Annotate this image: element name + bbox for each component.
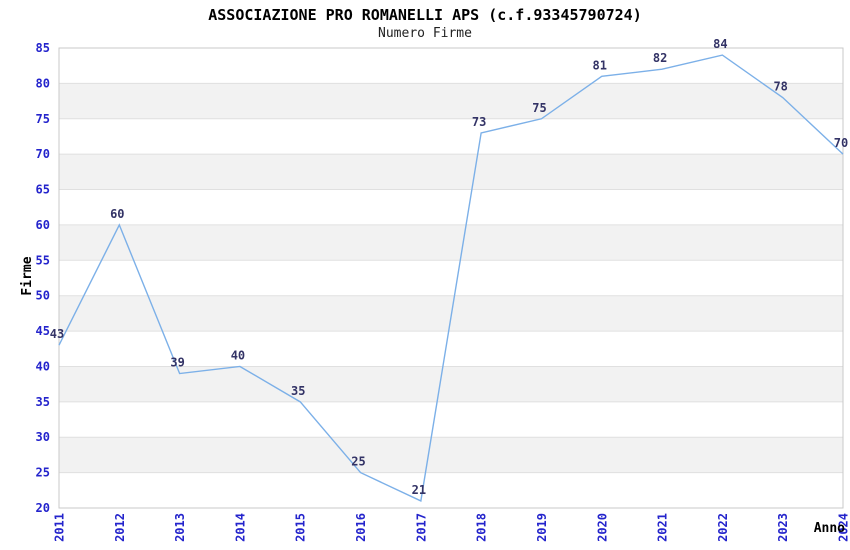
- y-tick-label: 60: [36, 218, 50, 232]
- y-tick-label: 35: [36, 395, 50, 409]
- y-tick-label: 55: [36, 253, 50, 267]
- data-label: 60: [110, 207, 124, 221]
- data-label: 81: [593, 58, 607, 72]
- x-tick-label: 2012: [113, 513, 127, 542]
- data-label: 43: [50, 327, 64, 341]
- plot-band: [59, 260, 843, 296]
- chart-subtitle: Numero Firme: [378, 26, 472, 41]
- x-tick-label: 2017: [414, 513, 428, 542]
- plot-band: [59, 472, 843, 508]
- plot-band: [59, 366, 843, 402]
- y-tick-label: 40: [36, 359, 50, 373]
- plot-band: [59, 224, 843, 261]
- y-tick-label: 75: [36, 112, 50, 126]
- chart-title: ASSOCIAZIONE PRO ROMANELLI APS (c.f.9334…: [208, 6, 642, 24]
- y-tick-label: 25: [36, 466, 50, 480]
- data-label: 70: [834, 136, 848, 150]
- y-tick-label: 65: [36, 183, 50, 197]
- data-label: 84: [713, 37, 727, 51]
- x-tick-label: 2024: [837, 513, 850, 542]
- data-label: 73: [472, 115, 486, 129]
- x-tick-label: 2020: [595, 513, 609, 542]
- x-tick-label: 2022: [716, 513, 730, 542]
- x-axis-title: Anno: [814, 521, 845, 536]
- plot-band: [59, 401, 843, 438]
- data-label: 40: [231, 348, 245, 362]
- x-tick-label: 2023: [776, 513, 790, 542]
- y-tick-label: 30: [36, 430, 50, 444]
- x-tick-label: 2021: [656, 513, 670, 542]
- y-axis-title: Firme: [20, 256, 35, 295]
- x-tick-label: 2016: [354, 513, 368, 542]
- y-tick-label: 45: [36, 324, 50, 338]
- plot-band: [59, 118, 843, 155]
- series-line: [58, 54, 844, 502]
- plot-band: [59, 154, 843, 190]
- y-tick-label: 85: [36, 41, 50, 55]
- data-label: 78: [773, 80, 787, 94]
- plot-band: [59, 437, 843, 473]
- x-tick-label: 2013: [173, 513, 187, 542]
- data-label: 25: [351, 455, 365, 469]
- y-tick-label: 20: [36, 501, 50, 515]
- data-label: 21: [412, 483, 426, 497]
- x-tick-label: 2015: [294, 513, 308, 542]
- plot-band: [59, 331, 843, 367]
- data-label: 35: [291, 384, 305, 398]
- plot-band: [59, 189, 843, 225]
- data-label: 39: [170, 356, 184, 370]
- x-tick-label: 2018: [475, 513, 489, 542]
- x-tick-label: 2014: [233, 513, 247, 542]
- y-tick-label: 70: [36, 147, 50, 161]
- x-tick-label: 2019: [535, 513, 549, 542]
- plot-band: [59, 83, 843, 119]
- data-label: 82: [653, 51, 667, 65]
- plot-border: [58, 47, 844, 509]
- y-tick-label: 50: [36, 289, 50, 303]
- data-label: 75: [532, 101, 546, 115]
- y-tick-label: 80: [36, 76, 50, 90]
- x-tick-label: 2011: [53, 513, 67, 542]
- plot-band: [59, 48, 843, 84]
